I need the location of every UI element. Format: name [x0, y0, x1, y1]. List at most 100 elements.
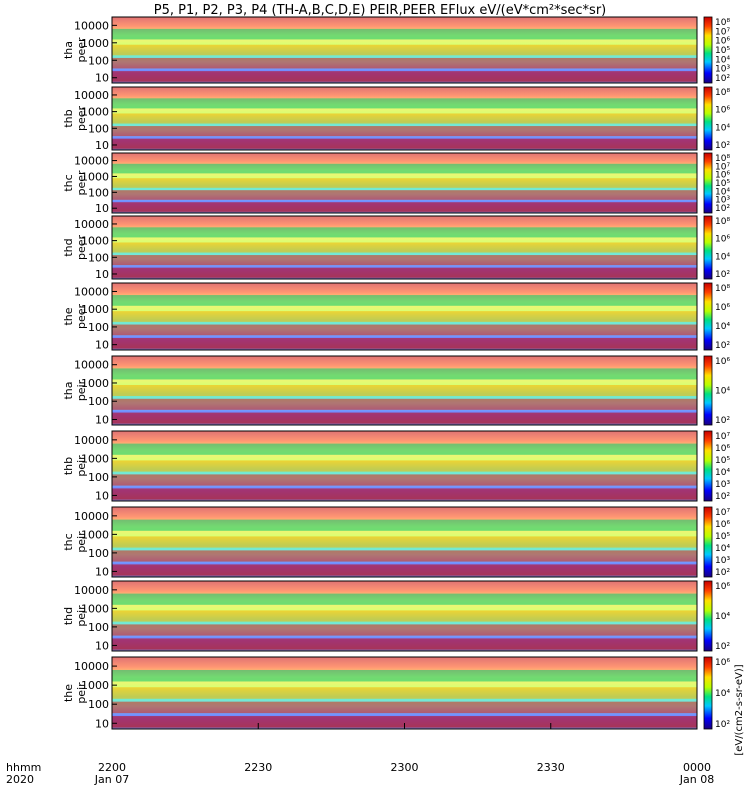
y-tick-label: 100	[88, 471, 109, 484]
panel-label-probe: thc	[62, 533, 75, 550]
flux-band	[112, 564, 697, 576]
flux-band	[112, 255, 697, 266]
y-tick-label: 10	[95, 565, 109, 578]
y-tick-label: 100	[88, 395, 109, 408]
panel-thc-peir: 10000 1000 100 10 thc peir 10⁷ 10⁶ 10⁵ 10⁴ 10³ 10²	[62, 506, 730, 578]
panel-label-product: peir	[75, 605, 88, 627]
panel-label-product: peir	[75, 682, 88, 704]
y-tick-label: 10	[95, 489, 109, 502]
flux-band	[112, 126, 697, 137]
flux-band	[112, 716, 697, 728]
colorbar-tick-label: 10⁶	[715, 235, 730, 245]
panel-tha-peer: 10000 1000 100 10 tha peer 10⁸10⁷10⁶10⁵10⁴10³1…	[62, 16, 730, 85]
panel-label-probe: thb	[62, 457, 75, 475]
x-tick-label: 2230	[244, 761, 272, 774]
colorbar	[703, 580, 713, 652]
y-tick-label: 10	[95, 72, 109, 85]
flux-band	[112, 324, 697, 336]
flux-band	[112, 550, 697, 562]
flux-band	[112, 638, 697, 650]
panel-label-product: peer	[75, 106, 88, 132]
panel-frame	[111, 86, 698, 151]
y-tick-label: 1000	[81, 452, 109, 465]
flux-band	[112, 44, 697, 56]
y-tick-label: 10	[95, 202, 109, 215]
flux-band	[112, 519, 697, 531]
y-tick-label: 10	[95, 639, 109, 652]
panel-label-product: peer	[75, 170, 88, 196]
flux-band	[112, 71, 697, 82]
panel-thd-peer: 10000 1000 100 10 thd peer 10⁸ 10⁶ 10⁴ 10²	[62, 215, 730, 281]
y-tick-label: 1000	[81, 303, 109, 316]
colorbar-tick-label: 10⁵	[715, 46, 730, 56]
y-tick-label: 100	[88, 251, 109, 264]
y-tick-label: 1000	[81, 528, 109, 541]
colorbar-tick-label: 10²	[715, 341, 730, 351]
y-tick-label: 1000	[81, 106, 109, 119]
flux-band	[112, 536, 697, 548]
flux-band	[112, 412, 697, 424]
y-tick-label: 10000	[74, 89, 109, 102]
flux-band	[112, 242, 697, 253]
colorbar-tick-label: 10⁶	[715, 357, 730, 367]
colorbar	[703, 506, 713, 578]
colorbar-tick-label: 10³	[715, 65, 730, 75]
flux-band	[112, 227, 697, 238]
flux-band	[112, 687, 697, 699]
colorbar	[703, 86, 713, 151]
colorbar-tick-label: 10²	[715, 568, 730, 578]
colorbar-tick-label: 10⁶	[715, 658, 730, 668]
flux-band	[112, 474, 697, 486]
flux-band	[112, 384, 697, 397]
flux-band	[112, 398, 697, 410]
colorbar-tick-label: 10⁴	[715, 187, 730, 197]
colorbar-tick-label: 10⁶	[715, 303, 730, 313]
x-year-label: 2020	[6, 773, 34, 786]
y-tick-label: 10000	[74, 660, 109, 673]
flux-band	[112, 669, 697, 682]
y-tick-label: 100	[88, 547, 109, 560]
x-tick-date-label: Jan 08	[679, 773, 714, 786]
flux-band	[112, 488, 697, 500]
y-tick-label: 100	[88, 122, 109, 135]
y-tick-label: 10	[95, 139, 109, 152]
panel-label-probe: tha	[62, 381, 75, 399]
y-tick-label: 10000	[74, 155, 109, 168]
y-tick-label: 1000	[81, 377, 109, 390]
colorbar-tick-label: 10⁴	[715, 55, 730, 65]
colorbar	[703, 355, 713, 426]
flux-band	[112, 113, 697, 124]
colorbar-tick-label: 10⁴	[715, 544, 730, 554]
colorbar	[703, 282, 713, 351]
colorbar-tick-label: 10⁵	[715, 179, 730, 189]
colorbar-tick-label: 10⁵	[715, 456, 730, 466]
colorbar-tick-label: 10²	[715, 416, 730, 426]
colorbar-tick-label: 10²	[715, 492, 730, 502]
colorbar-tick-label: 10⁴	[715, 387, 730, 397]
colorbar	[703, 430, 713, 502]
panel-tha-peir: 10000 1000 100 10 tha peir 10⁶ 10⁴ 10²	[62, 355, 730, 427]
flux-band	[112, 190, 697, 200]
colorbar-tick-label: 10³	[715, 556, 730, 566]
panel-thb-peer: 10000 1000 100 10 thb peer 10⁸ 10⁶ 10⁴ 10²	[62, 86, 730, 152]
colorbar-tick-label: 10³	[715, 480, 730, 490]
colorbar-tick-label: 10⁸	[715, 154, 730, 164]
colorbar-tick-label: 10²	[715, 720, 730, 730]
colorbar-tick-label: 10⁴	[715, 689, 730, 699]
flux-band	[112, 98, 697, 109]
y-tick-label: 1000	[81, 170, 109, 183]
flux-band	[112, 624, 697, 636]
panel-thd-peir: 10000 1000 100 10 thd peir 10⁶ 10⁴ 10²	[62, 580, 730, 652]
colorbar-tick-label: 10⁴	[715, 123, 730, 133]
y-tick-label: 10000	[74, 434, 109, 447]
colorbar-tick-label: 10⁷	[715, 508, 730, 518]
y-tick-label: 10000	[74, 584, 109, 597]
colorbar-unit-label: [eV/(cm2-s-sr-eV)]	[734, 664, 745, 755]
flux-band	[112, 267, 697, 278]
colorbar	[703, 656, 713, 730]
panel-label-product: peir	[75, 455, 88, 477]
panel-frame	[111, 215, 698, 280]
x-tick-date-label: Jan 07	[94, 773, 129, 786]
